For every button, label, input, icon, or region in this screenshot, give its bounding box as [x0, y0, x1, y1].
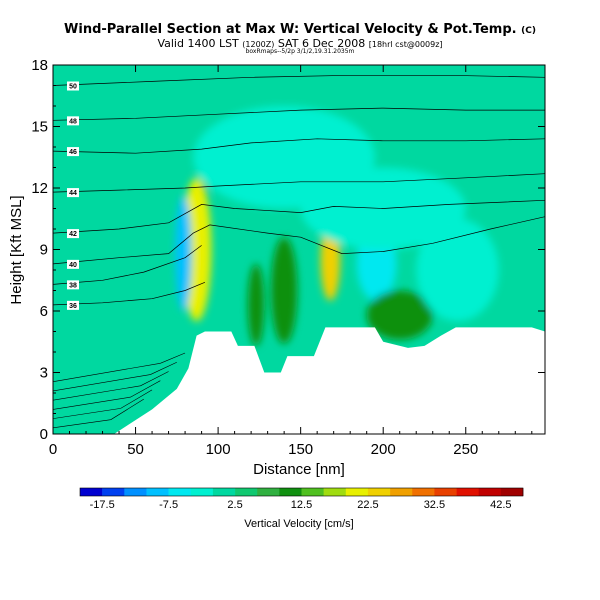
contour-label: 48 [69, 118, 77, 125]
theta-contour-line [53, 380, 161, 410]
contour-label: 46 [69, 149, 77, 156]
contour-label: 38 [69, 282, 77, 289]
velocity-cell [366, 290, 433, 340]
colorbar-tick-label: 22.5 [357, 499, 378, 511]
y-tick-label: 12 [31, 180, 48, 197]
title-tag: (C) [521, 26, 536, 36]
colorbar-swatch [146, 488, 169, 496]
contour-label-bg [67, 188, 79, 198]
theta-contour-line [53, 74, 545, 86]
contour-label: 36 [69, 303, 77, 310]
x-tick-label: 150 [288, 441, 313, 458]
colorbar-swatch [367, 488, 391, 496]
theta-contour-line [53, 199, 545, 234]
valid-prefix: Valid 1400 LST [157, 37, 239, 50]
contour-label: 42 [69, 231, 77, 238]
chart-subtitle: Valid 1400 LST (1200Z) SAT 6 Dec 2008 [1… [0, 37, 600, 50]
contour-label-bg [67, 300, 79, 310]
colorbar-swatch [345, 488, 369, 496]
contour-label: 40 [69, 262, 77, 269]
colorbar-tick-label: 32.5 [424, 499, 445, 511]
theta-contour-line [53, 138, 545, 154]
y-tick-label: 6 [40, 303, 48, 320]
y-tick-label: 0 [40, 426, 48, 443]
terrain-mask [53, 327, 545, 434]
colorbar-swatch [80, 488, 103, 496]
y-tick-label: 9 [40, 242, 48, 259]
credit-line: boxRmaps--5/2p 3/1/2,19.31.2035m [245, 48, 355, 55]
colorbar-frame [79, 487, 524, 497]
x-tick-label: 0 [49, 441, 57, 458]
theta-contour-line [53, 398, 144, 429]
colorbar-swatch [212, 488, 236, 496]
velocity-cell [247, 263, 265, 346]
theta-contour-line [53, 389, 153, 419]
x-axis-label: Distance [nm] [253, 461, 345, 478]
colorbar-swatch [323, 488, 347, 496]
colorbar-swatch [390, 488, 413, 496]
colorbar-tick-label: 2.5 [227, 499, 242, 511]
y-tick-label: 18 [31, 57, 48, 74]
valid-utc: (1200Z) [242, 40, 275, 49]
contour-label: 44 [69, 190, 77, 197]
theta-contour-line [53, 216, 545, 265]
colorbar-swatch [279, 488, 302, 496]
contour-label-bg [67, 280, 79, 290]
velocity-cell [175, 196, 192, 311]
contour-label-bg [67, 147, 79, 157]
colorbar-tick-label: 42.5 [490, 499, 511, 511]
colorbar-tick-label: -17.5 [90, 499, 115, 511]
theta-contour-line [53, 107, 545, 121]
colorbar-label: Vertical Velocity [cm/s] [244, 518, 353, 530]
colorbar-swatch [478, 488, 502, 496]
contour-label-bg [67, 81, 79, 91]
colorbar-swatch [235, 488, 258, 496]
velocity-cell [270, 237, 298, 344]
colorbar-swatch [456, 488, 479, 496]
colorbar-swatch [301, 488, 324, 496]
colorbar-swatch [168, 488, 192, 496]
colorbar-swatch [500, 488, 524, 496]
y-axis-label: Height [Kft MSL] [8, 195, 25, 304]
theta-contour-line [53, 361, 177, 392]
colorbar-swatch [124, 488, 147, 496]
velocity-cell [416, 218, 499, 322]
colorbar-tick-label: 12.5 [291, 499, 312, 511]
y-tick-label: 15 [31, 119, 48, 136]
title-main: Wind-Parallel Section at Max W: Vertical… [64, 22, 517, 37]
contour-label-bg [67, 229, 79, 239]
contour-label-bg [67, 259, 79, 269]
x-tick-label: 250 [453, 441, 478, 458]
colorbar-tick-label: -7.5 [159, 499, 178, 511]
x-tick-label: 200 [371, 441, 396, 458]
colorbar-swatch [190, 488, 214, 496]
x-tick-label: 100 [206, 441, 231, 458]
theta-contour-line [53, 371, 169, 401]
contour-label-bg [67, 116, 79, 126]
x-tick-label: 50 [127, 441, 144, 458]
colorbar: -17.5 -7.5 2.5 12.5 22.5 32.5 42.5 [79, 487, 524, 511]
run-info: [18hrl cst@0009z] [368, 40, 443, 49]
theta-contour-line [53, 281, 206, 306]
theta-contour-line [53, 173, 545, 193]
colorbar-swatch [257, 488, 280, 496]
theta-contour-line [53, 352, 186, 383]
colorbar-swatch [412, 488, 435, 496]
colorbar-swatch [102, 488, 125, 496]
y-tick-label: 3 [40, 365, 48, 382]
valid-date: SAT 6 Dec 2008 [277, 37, 366, 50]
theta-contours: 36 38 40 42 44 46 48 50 [53, 74, 545, 429]
terrain [53, 327, 545, 434]
colorbar-swatch [434, 488, 457, 496]
contour-label: 50 [69, 84, 77, 91]
chart-title: Wind-Parallel Section at Max W: Vertical… [0, 22, 600, 37]
theta-contour-line [53, 245, 202, 285]
